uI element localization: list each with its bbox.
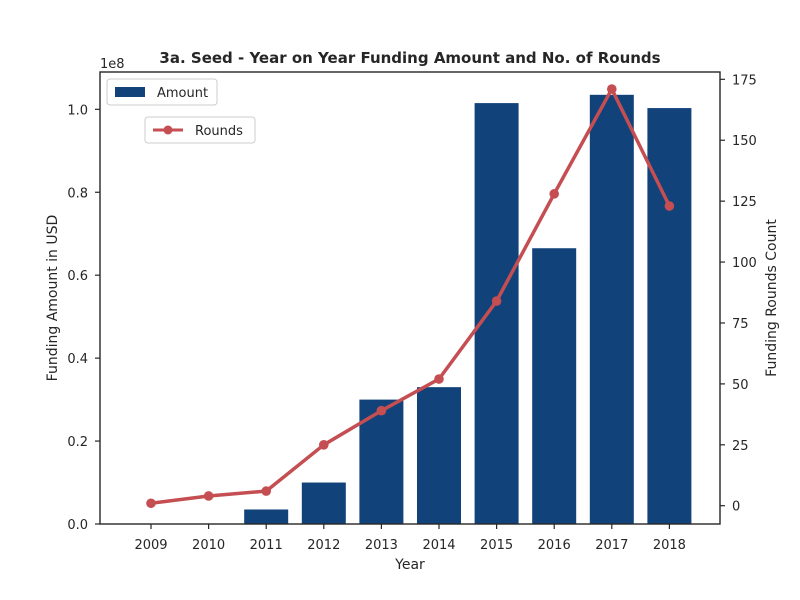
- y-right-tick-label: 75: [732, 317, 749, 332]
- legend-rounds-marker: [163, 125, 173, 135]
- rounds-point-2012: [319, 440, 329, 450]
- y-left-tick-label: 0.4: [67, 352, 88, 367]
- bar-2017: [589, 94, 634, 524]
- legend-rounds: Rounds: [144, 116, 256, 144]
- y-left-axis-label: Funding Amount in USD: [45, 215, 61, 382]
- y-right-tick-label: 0: [732, 500, 740, 515]
- rounds-point-2017: [607, 84, 617, 94]
- legend-amount-label: Amount: [157, 86, 208, 101]
- rounds-point-2013: [376, 405, 387, 416]
- rounds-point-2014: [434, 374, 444, 384]
- bar-2015: [474, 103, 519, 524]
- line-series-rounds: [146, 84, 675, 509]
- chart-title: 3a. Seed - Year on Year Funding Amount a…: [159, 49, 660, 67]
- x-tick-label-2010: 2010: [192, 538, 225, 553]
- y-left-axis-ticks: 0.0 0.2 0.4 0.6 0.8 1.0: [67, 103, 100, 533]
- rounds-point-2016: [549, 189, 559, 199]
- y-right-axis-label: Funding Rounds Count: [764, 219, 780, 377]
- y-right-tick-label: 150: [732, 134, 757, 149]
- legend-amount-swatch: [115, 87, 145, 97]
- bar-2014: [417, 387, 461, 524]
- y-left-tick-label: 0.8: [67, 186, 88, 201]
- x-tick-label-2018: 2018: [653, 538, 686, 553]
- x-tick-label-2009: 2009: [134, 538, 167, 553]
- y-right-tick-label: 125: [732, 195, 757, 210]
- bar-2016: [532, 248, 577, 524]
- legend-rounds-box: [144, 116, 256, 144]
- x-tick-label-2015: 2015: [480, 538, 513, 553]
- rounds-point-2010: [203, 491, 214, 501]
- x-tick-label-2013: 2013: [365, 538, 398, 553]
- bar-series-amount: [244, 94, 692, 525]
- x-tick-label-2016: 2016: [538, 538, 571, 553]
- rounds-point-2018: [664, 201, 675, 211]
- x-axis-ticks: 2009 2010 2011 2012 2013 2014 2015 2016 2017 2018: [134, 524, 686, 553]
- y-left-tick-label: 1.0: [67, 103, 88, 118]
- bar-2018: [647, 108, 692, 525]
- rounds-line: [150, 87, 671, 506]
- bar-2012: [301, 482, 346, 524]
- rounds-point-2015: [491, 296, 502, 306]
- y-right-tick-label: 25: [732, 439, 749, 454]
- y-right-tick-label: 50: [732, 378, 749, 393]
- bar-2011: [244, 509, 289, 524]
- plot-frame: [99, 71, 721, 525]
- x-tick-label-2017: 2017: [595, 538, 628, 553]
- legend-rounds-label: Rounds: [195, 124, 243, 139]
- x-tick-label-2014: 2014: [422, 538, 455, 553]
- y-right-tick-label: 175: [732, 73, 757, 88]
- y-right-axis-ticks: 0 25 50 75 100 125 150 175: [720, 73, 757, 515]
- x-tick-label-2012: 2012: [307, 538, 340, 553]
- y-left-tick-label: 0.0: [67, 518, 88, 533]
- legend-amount-box: [106, 78, 218, 106]
- x-axis-label: Year: [394, 557, 425, 573]
- x-tick-label-2011: 2011: [250, 538, 283, 553]
- rounds-point-2011: [261, 486, 272, 496]
- left-axis-scale-label: 1e8: [100, 57, 125, 72]
- y-right-tick-label: 100: [732, 256, 757, 271]
- rounds-point-2009: [146, 498, 156, 509]
- y-left-tick-label: 0.6: [67, 269, 88, 284]
- legend-amount: Amount: [106, 78, 218, 106]
- y-left-tick-label: 0.2: [67, 435, 88, 450]
